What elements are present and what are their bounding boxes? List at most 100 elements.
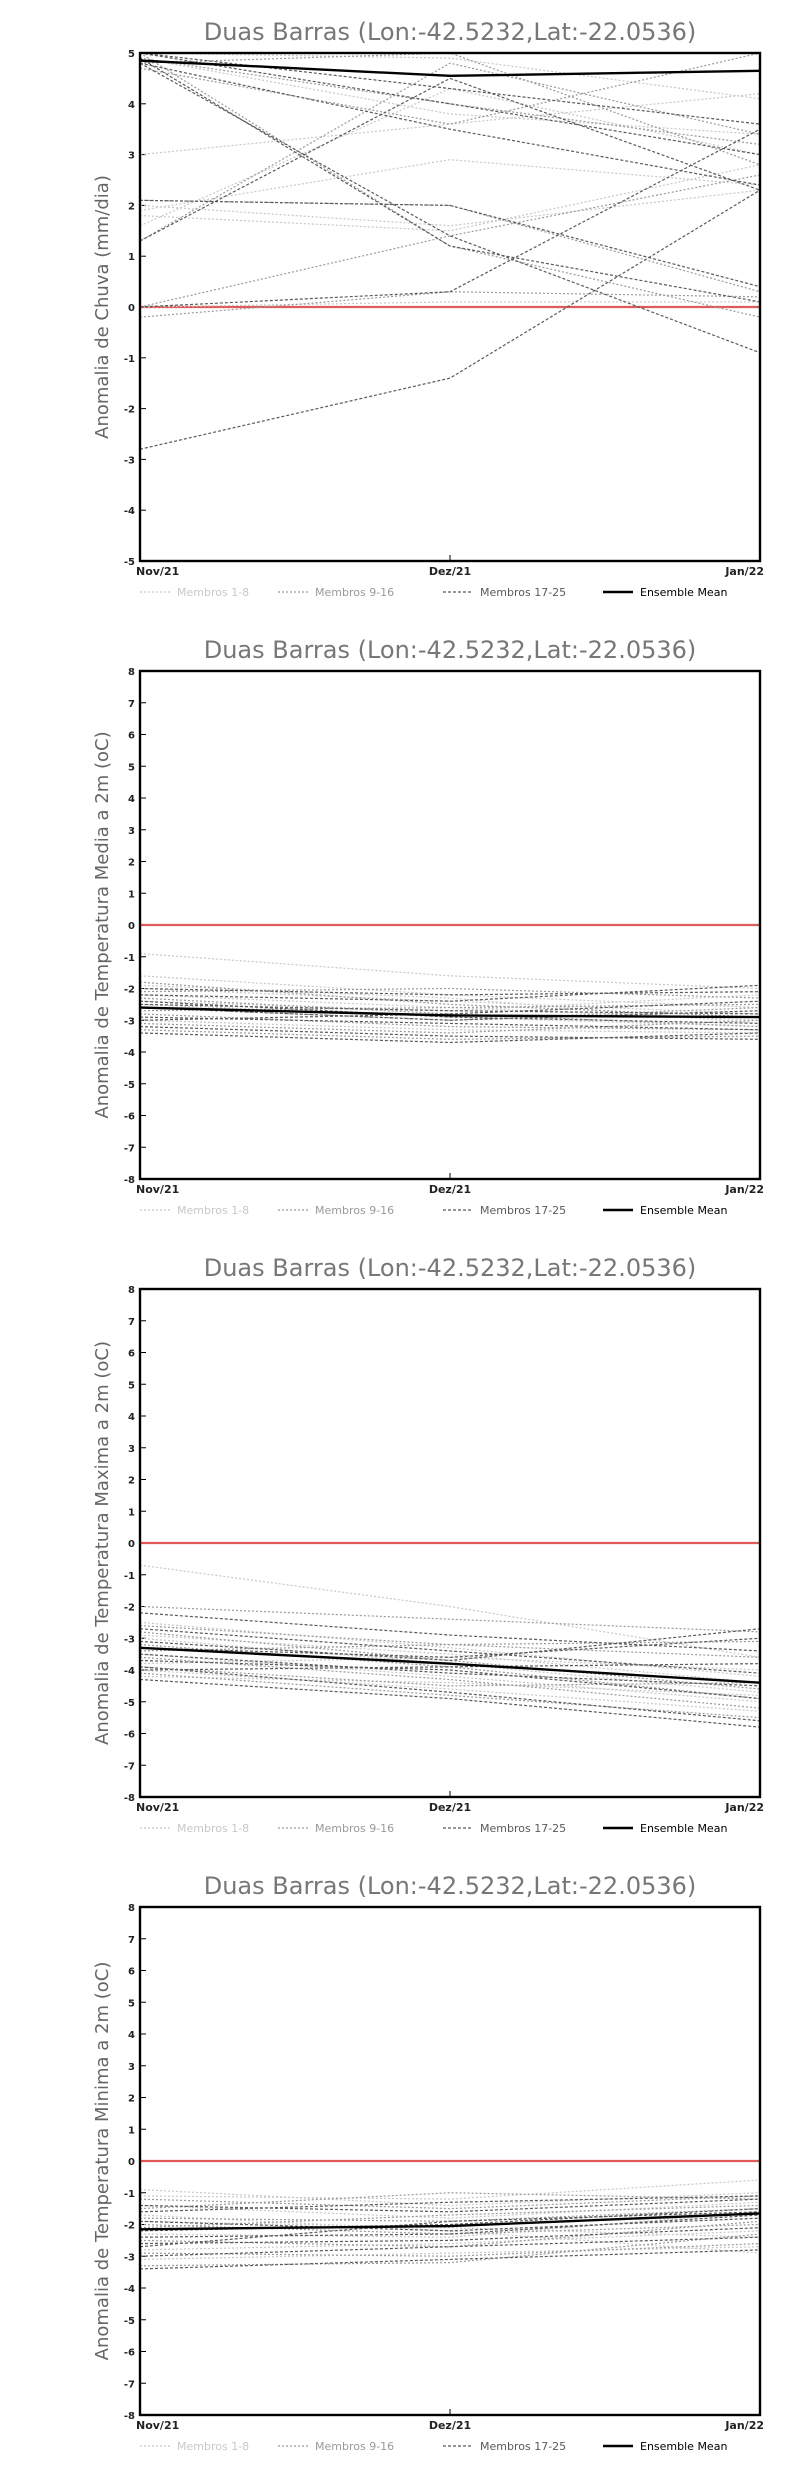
y-tick-label: 8 bbox=[128, 1285, 135, 1296]
y-tick-label: -5 bbox=[124, 557, 135, 568]
member-series-line bbox=[139, 987, 761, 1015]
member-series-line bbox=[139, 2220, 761, 2238]
y-tick-label: -6 bbox=[124, 1112, 135, 1123]
y-axis-label: Anomalia de Temperatura Media a 2m (oC) bbox=[92, 731, 113, 1118]
y-tick-label: 3 bbox=[128, 2062, 135, 2073]
member-series-line bbox=[139, 984, 761, 1002]
member-series-line bbox=[139, 2214, 761, 2254]
y-tick-label: 1 bbox=[128, 252, 135, 263]
chart-title: Duas Barras (Lon:-42.5232,Lat:-22.0536) bbox=[204, 1872, 697, 1900]
y-tick-label: 4 bbox=[128, 100, 135, 111]
member-series-line bbox=[139, 93, 761, 156]
y-tick-label: 3 bbox=[128, 826, 135, 837]
y-tick-label: -1 bbox=[124, 1571, 135, 1582]
x-tick-label: Dez/21 bbox=[429, 1183, 471, 1196]
y-tick-label: -8 bbox=[124, 1175, 135, 1186]
x-tick-label: Dez/21 bbox=[429, 1801, 471, 1814]
member-series-line bbox=[139, 2236, 761, 2257]
member-series-line bbox=[139, 1016, 761, 1031]
member-series-line bbox=[139, 159, 761, 212]
legend-item: Membros 9-16 bbox=[278, 1204, 394, 1217]
y-tick-label: 3 bbox=[128, 1444, 135, 1455]
legend-label: Membros 17-25 bbox=[480, 1822, 566, 1835]
y-tick-label: 3 bbox=[128, 151, 135, 162]
member-series-line bbox=[139, 52, 761, 125]
legend-label: Membros 9-16 bbox=[315, 586, 394, 599]
member-series-line bbox=[139, 189, 761, 450]
member-series-line bbox=[139, 62, 761, 354]
legend-label: Membros 17-25 bbox=[480, 586, 566, 599]
legend-item: Ensemble Mean bbox=[603, 1204, 727, 1217]
chart-title: Duas Barras (Lon:-42.5232,Lat:-22.0536) bbox=[204, 18, 697, 46]
y-tick-label: 7 bbox=[128, 1317, 135, 1328]
member-series-line bbox=[139, 1637, 761, 1658]
member-series-line bbox=[139, 174, 761, 308]
member-series-line bbox=[139, 128, 761, 308]
legend-item: Membros 1-8 bbox=[140, 1822, 249, 1835]
y-tick-label: 7 bbox=[128, 1935, 135, 1946]
member-series-line bbox=[139, 2204, 761, 2229]
legend-item: Membros 9-16 bbox=[278, 586, 394, 599]
member-series-line bbox=[139, 57, 761, 303]
chart-panel-2: Duas Barras (Lon:-42.5232,Lat:-22.0536) A… bbox=[0, 618, 800, 1236]
member-series-line bbox=[139, 1564, 761, 1658]
legend-item: Membros 1-8 bbox=[140, 586, 249, 599]
member-series-line bbox=[139, 87, 761, 227]
y-tick-label: 6 bbox=[128, 731, 135, 742]
y-tick-label: 0 bbox=[128, 921, 135, 932]
y-tick-label: 0 bbox=[128, 1539, 135, 1550]
y-axis-label: Anomalia de Temperatura Maxima a 2m (oC) bbox=[92, 1341, 113, 1745]
legend-label: Membros 1-8 bbox=[177, 586, 249, 599]
member-series-line bbox=[139, 1640, 761, 1652]
y-tick-label: 8 bbox=[128, 1903, 135, 1914]
member-series-line bbox=[139, 1666, 761, 1722]
member-series-line bbox=[139, 1628, 761, 1662]
member-series-line bbox=[139, 52, 761, 166]
member-series-line bbox=[139, 1000, 761, 1025]
x-tick-label: Nov/21 bbox=[136, 1183, 179, 1196]
chart-title: Duas Barras (Lon:-42.5232,Lat:-22.0536) bbox=[204, 636, 697, 664]
y-tick-label: -2 bbox=[124, 1603, 135, 1614]
legend-label: Membros 9-16 bbox=[315, 2440, 394, 2453]
member-series-line bbox=[139, 1675, 761, 1696]
legend-label: Ensemble Mean bbox=[640, 586, 727, 599]
member-series-line bbox=[139, 1659, 761, 1700]
y-tick-label: 5 bbox=[128, 1998, 135, 2009]
legend-label: Membros 1-8 bbox=[177, 1822, 249, 1835]
y-tick-label: -8 bbox=[124, 1793, 135, 1804]
x-tick-label: Jan/22 bbox=[724, 1183, 764, 1196]
y-tick-label: 4 bbox=[128, 794, 135, 805]
member-series-line bbox=[139, 77, 761, 242]
y-tick-label: -3 bbox=[124, 1634, 135, 1645]
plot-frame bbox=[138, 51, 762, 563]
legend-item: Membros 1-8 bbox=[140, 1204, 249, 1217]
member-series-line bbox=[139, 1003, 761, 1028]
y-tick-label: 6 bbox=[128, 1349, 135, 1360]
member-series-line bbox=[139, 2233, 761, 2267]
plot-frame bbox=[138, 1287, 762, 1799]
member-series-line bbox=[139, 2211, 761, 2248]
y-tick-label: -4 bbox=[124, 1666, 135, 1677]
y-tick-label: -6 bbox=[124, 1730, 135, 1741]
legend-label: Membros 1-8 bbox=[177, 2440, 249, 2453]
y-tick-label: -1 bbox=[124, 953, 135, 964]
member-series-line bbox=[139, 2220, 761, 2248]
y-tick-label: -4 bbox=[124, 2284, 135, 2295]
x-tick-label: Dez/21 bbox=[429, 2419, 471, 2432]
legend-label: Membros 9-16 bbox=[315, 1204, 394, 1217]
member-series-line bbox=[139, 1605, 761, 1633]
y-tick-label: 8 bbox=[128, 667, 135, 678]
member-series-line bbox=[139, 2230, 761, 2251]
legend-item: Ensemble Mean bbox=[603, 586, 727, 599]
y-tick-label: -7 bbox=[124, 2379, 135, 2390]
member-series-line bbox=[139, 1006, 761, 1021]
chart-svg: Duas Barras (Lon:-42.5232,Lat:-22.0536) A… bbox=[92, 18, 764, 599]
legend-label: Ensemble Mean bbox=[640, 2440, 727, 2453]
y-tick-label: -7 bbox=[124, 1761, 135, 1772]
y-tick-label: 4 bbox=[128, 1412, 135, 1423]
member-series-line bbox=[139, 1669, 761, 1712]
member-series-line bbox=[139, 2198, 761, 2213]
y-tick-label: 1 bbox=[128, 2125, 135, 2136]
member-series-line bbox=[139, 57, 761, 146]
y-tick-label: 5 bbox=[128, 1380, 135, 1391]
